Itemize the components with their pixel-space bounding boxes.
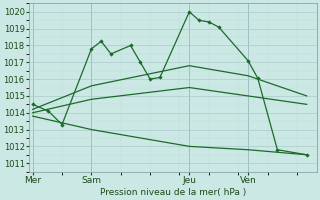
X-axis label: Pression niveau de la mer( hPa ): Pression niveau de la mer( hPa ) bbox=[100, 188, 246, 197]
